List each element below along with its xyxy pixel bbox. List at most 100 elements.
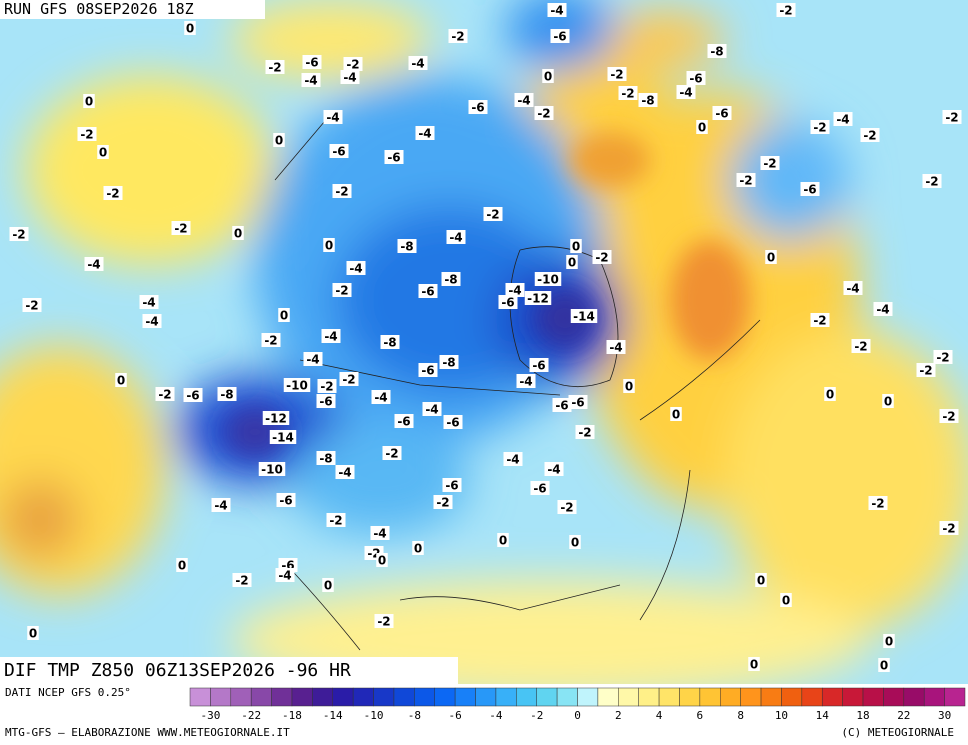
- contour-label: -2: [534, 106, 554, 121]
- contour-label-box: [736, 173, 756, 187]
- contour-label-box: [824, 387, 836, 401]
- contour-label-text: -4: [506, 453, 519, 467]
- map-title: DIF TMP Z850 06Z13SEP2026 -96 HR: [0, 657, 458, 684]
- colorbar-swatch: [271, 687, 293, 707]
- contour-label: -2: [382, 446, 402, 461]
- contour-label-text: -2: [335, 185, 348, 199]
- contour-label-text: -2: [779, 4, 792, 18]
- colorbar-swatch: [536, 687, 558, 707]
- contour-label-text: -4: [373, 527, 386, 541]
- contour-label-text: -4: [547, 463, 560, 477]
- contour-label: 0: [570, 239, 582, 254]
- colorbar-tick-label: 2: [615, 709, 622, 722]
- contour-label-text: -4: [449, 231, 462, 245]
- contour-label-text: -4: [508, 284, 521, 298]
- contour-label-box: [514, 93, 534, 107]
- contour-label: -4: [415, 126, 435, 141]
- colorbar-swatch: [291, 687, 313, 707]
- contour-label-text: -6: [446, 416, 459, 430]
- contour-label: -2: [851, 339, 871, 354]
- contour-label-text: -2: [235, 574, 248, 588]
- contour-label: -4: [544, 462, 564, 477]
- contour-label-box: [301, 73, 321, 87]
- contour-label-box: [530, 481, 550, 495]
- contour-label-text: -2: [451, 30, 464, 44]
- contour-label-text: -2: [12, 228, 25, 242]
- contour-label: -8: [316, 451, 336, 466]
- contour-label: -8: [380, 335, 400, 350]
- contour-label-box: [339, 372, 359, 386]
- contour-label: -8: [441, 272, 461, 287]
- contour-label-box: [516, 374, 536, 388]
- contour-label-box: [370, 526, 390, 540]
- colorbar: -30 -22 -18 -14 -10 -8 -6 -4 -2 0 2 4 6 8 10 14 18 22 30: [189, 687, 966, 722]
- contour-label-box: [569, 535, 581, 549]
- contour-label-text: -2: [863, 129, 876, 143]
- colorbar-swatch: [618, 687, 639, 707]
- contour-label-box: [446, 230, 466, 244]
- contour-label-box: [283, 378, 311, 392]
- contour-label-text: -2: [158, 388, 171, 402]
- credit: MTG-GFS — ELABORAZIONE WWW.METEOGIORNALE…: [5, 726, 290, 739]
- colorbar-tick-label: 4: [656, 709, 663, 722]
- colorbar-tick-label: -2: [530, 709, 543, 722]
- contour-label-box: [258, 462, 286, 476]
- contour-label-box: [275, 568, 295, 582]
- contour-label: -2: [332, 184, 352, 199]
- contour-label-box: [433, 495, 453, 509]
- contour-label: -12: [262, 411, 290, 426]
- contour-label-box: [544, 462, 564, 476]
- contour-label-box: [568, 395, 588, 409]
- contour-label-text: -6: [571, 396, 584, 410]
- contour-label-text: -4: [876, 303, 889, 317]
- contour-label-text: -6: [553, 30, 566, 44]
- contour-label: -4: [303, 352, 323, 367]
- contour-label: -6: [530, 481, 550, 496]
- contour-label: -6: [442, 478, 462, 493]
- contour-label-text: 0: [698, 121, 706, 135]
- contour-label: -6: [568, 395, 588, 410]
- contour-label: -14: [269, 430, 297, 445]
- contour-label-box: [303, 352, 323, 366]
- contour-label-box: [776, 3, 796, 17]
- contour-label: -2: [9, 227, 29, 242]
- contour-label-box: [468, 100, 488, 114]
- contour-label: -4: [346, 261, 366, 276]
- contour-label-text: -2: [871, 497, 884, 511]
- colorbar-tick-label: 18: [856, 709, 869, 722]
- contour-label: -2: [922, 174, 942, 189]
- contour-label-box: [878, 658, 890, 672]
- contour-label: -6: [276, 493, 296, 508]
- contour-label-box: [534, 106, 554, 120]
- contour-label: -2: [810, 120, 830, 135]
- colorbar-swatch: [821, 687, 843, 707]
- contour-label-box: [618, 86, 638, 100]
- contour-label-box: [183, 388, 203, 402]
- contour-label-text: 0: [885, 635, 893, 649]
- contour-label: 0: [278, 308, 290, 323]
- contour-label-text: -6: [387, 151, 400, 165]
- contour-label: -10: [258, 462, 286, 477]
- map: 0-4 -2-2 -6-8-6 -2-2 -4-4 -4 0 -2 -6-2 -8-40 -4-6-…: [0, 0, 968, 684]
- contour-label-box: [575, 425, 595, 439]
- contour-label-box: [97, 145, 109, 159]
- contour-label-text: -2: [925, 175, 938, 189]
- contour-label-box: [868, 496, 888, 510]
- contour-label: -2: [343, 57, 363, 72]
- contour-label-text: -2: [264, 334, 277, 348]
- contour-label-box: [550, 29, 570, 43]
- contour-label-box: [552, 398, 572, 412]
- contour-label-text: -2: [578, 426, 591, 440]
- contour-label-text: -2: [486, 208, 499, 222]
- contour-label-box: [547, 3, 567, 17]
- colorbar-tick-label: 8: [737, 709, 744, 722]
- contour-label: -4: [676, 85, 696, 100]
- colorbar-swatch: [862, 687, 884, 707]
- contour-label: 0: [748, 657, 760, 672]
- contour-label-text: -4: [679, 86, 692, 100]
- contour-label-box: [321, 329, 341, 343]
- contour-label: -6: [394, 414, 414, 429]
- contour-label-box: [441, 272, 461, 286]
- colorbar-swatch: [883, 687, 905, 707]
- contour-label-box: [397, 239, 417, 253]
